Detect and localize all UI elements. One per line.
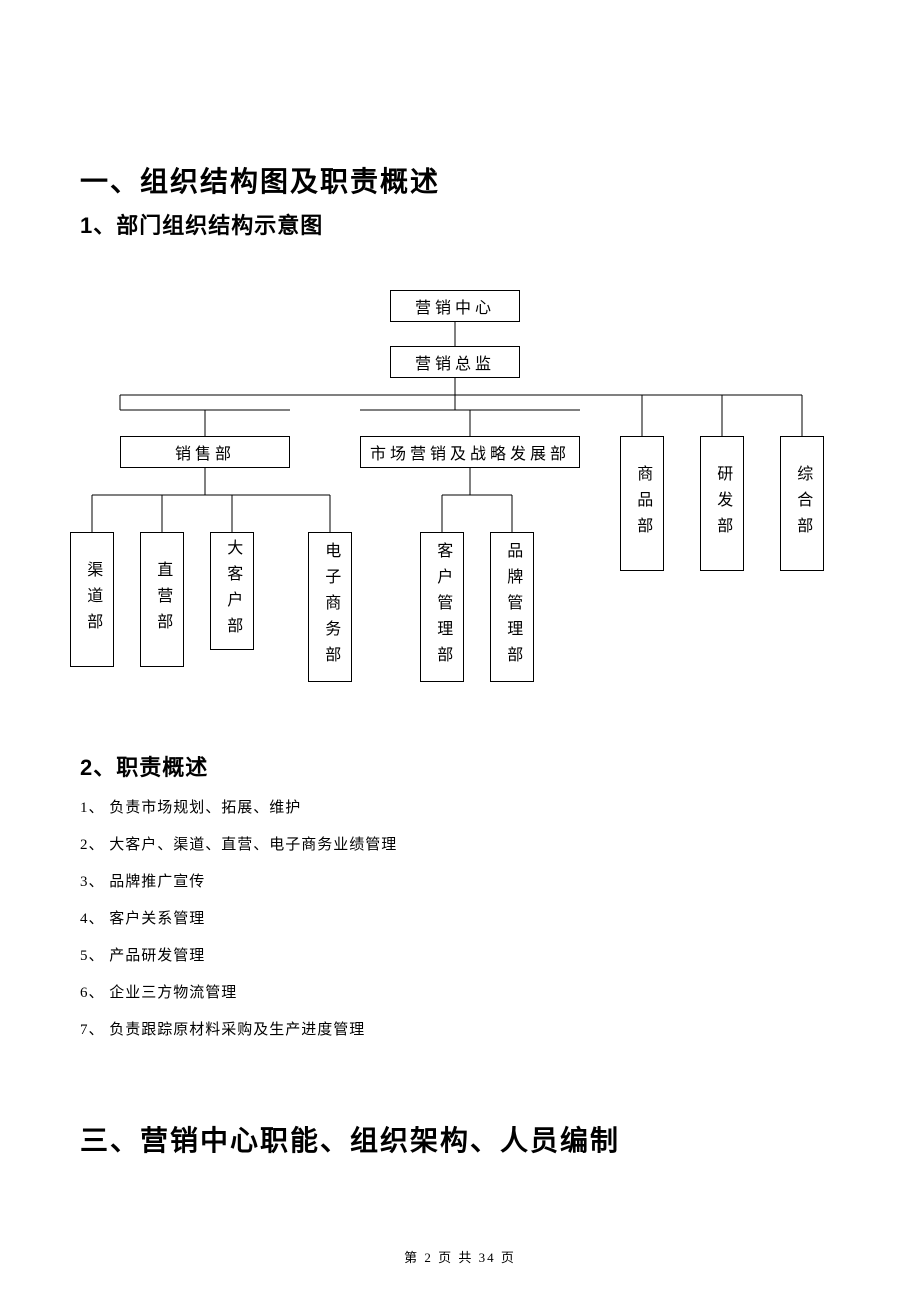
responsibility-item: 3、 品牌推广宣传 <box>80 870 840 891</box>
org-node-sub3: 大客户部 <box>210 532 254 650</box>
document-page: 一、组织结构图及职责概述 1、部门组织结构示意图 营销中心营销总监销售部 市场营销… <box>0 0 920 1300</box>
heading-section-1: 1、部门组织结构示意图 <box>80 208 840 240</box>
responsibility-item: 6、 企业三方物流管理 <box>80 981 840 1002</box>
heading-section-2: 2、职责概述 <box>80 750 840 782</box>
org-node-n6: 研发部 <box>700 436 744 571</box>
heading-main: 一、组织结构图及职责概述 <box>80 160 840 200</box>
org-node-n5: 商品部 <box>620 436 664 571</box>
org-node-n1: 营销中心 <box>390 290 520 322</box>
responsibility-item: 4、 客户关系管理 <box>80 907 840 928</box>
org-node-sub6: 品牌管理部 <box>490 532 534 682</box>
org-chart: 营销中心营销总监销售部 市场营销及战略发展部 商品部研发部综合部渠道部直营部大客户部… <box>70 290 830 690</box>
responsibility-item: 2、 大客户、渠道、直营、电子商务业绩管理 <box>80 833 840 854</box>
org-node-sub5: 客户管理部 <box>420 532 464 682</box>
heading-section-3: 三、营销中心职能、组织架构、人员编制 <box>80 1119 840 1159</box>
org-node-n3: 销售部 <box>120 436 290 468</box>
responsibility-item: 5、 产品研发管理 <box>80 944 840 965</box>
responsibility-item: 7、 负责跟踪原材料采购及生产进度管理 <box>80 1018 840 1039</box>
org-node-n7: 综合部 <box>780 436 824 571</box>
org-node-sub2: 直营部 <box>140 532 184 667</box>
org-node-n2: 营销总监 <box>390 346 520 378</box>
page-footer: 第 2 页 共 34 页 <box>0 1247 920 1266</box>
responsibilities-list: 1、 负责市场规划、拓展、维护 2、 大客户、渠道、直营、电子商务业绩管理 3、 品… <box>80 796 840 1039</box>
org-node-sub1: 渠道部 <box>70 532 114 667</box>
org-node-sub4: 电子商务部 <box>308 532 352 682</box>
responsibility-item: 1、 负责市场规划、拓展、维护 <box>80 796 840 817</box>
org-node-n4: 市场营销及战略发展部 <box>360 436 580 468</box>
